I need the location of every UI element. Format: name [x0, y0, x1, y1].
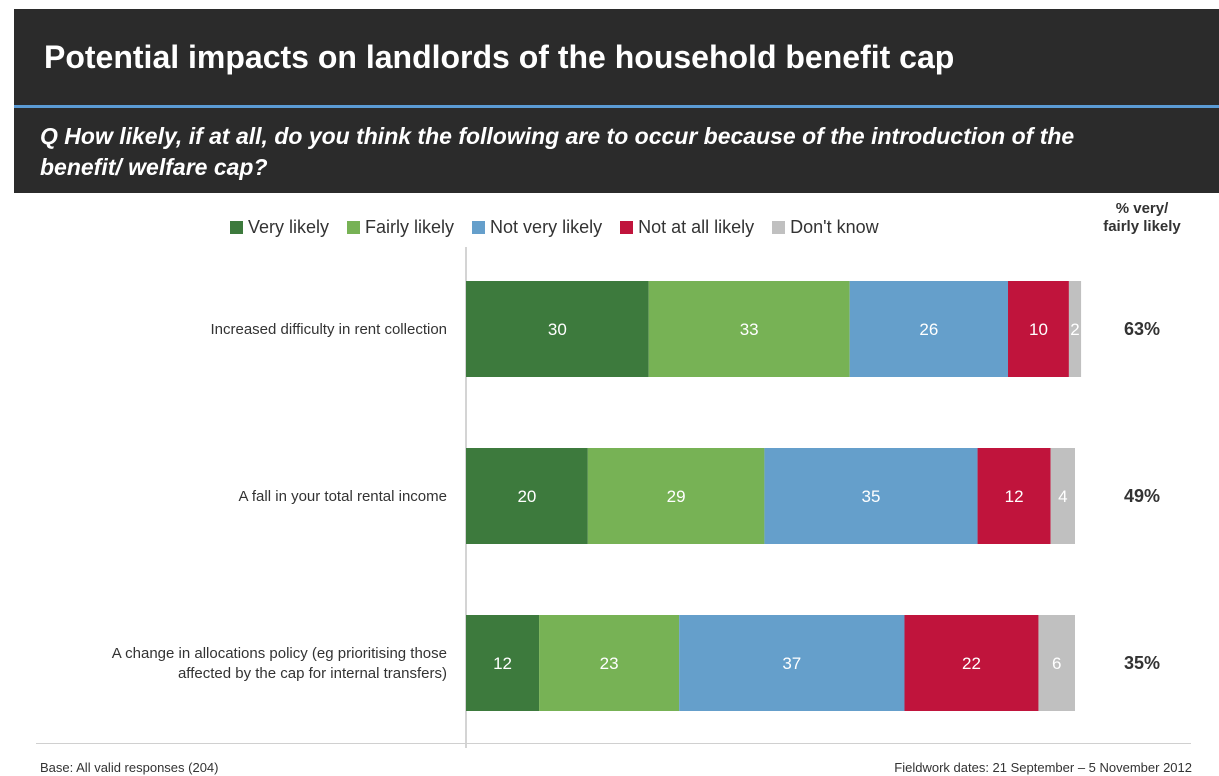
legend-item: Very likely: [230, 217, 329, 238]
chart-legend: Very likely Fairly likely Not very likely N…: [230, 216, 897, 238]
pct-header-line2: fairly likely: [1103, 218, 1181, 235]
data-label: 4: [1058, 487, 1067, 506]
bar-segment: [1038, 615, 1075, 711]
header-banner: Potential impacts on landlords of the ho…: [14, 9, 1219, 193]
data-label: 22: [962, 654, 981, 673]
legend-swatch: [772, 220, 786, 234]
bar-segment: [1008, 281, 1069, 377]
pct-header-line1: % very/: [1115, 200, 1169, 217]
legend-label: Don't know: [790, 216, 879, 237]
legend-swatch: [472, 220, 486, 234]
data-label: 20: [517, 487, 536, 506]
legend-item: Not at all likely: [620, 217, 754, 238]
data-label: 10: [1029, 320, 1048, 339]
pct-column-header: % very/ fairly likely: [1090, 200, 1194, 236]
legend-swatch: [347, 220, 361, 234]
page-title: Potential impacts on landlords of the ho…: [44, 39, 955, 75]
data-label: 37: [782, 654, 801, 673]
footer-divider: [36, 743, 1191, 744]
data-label: 26: [919, 320, 938, 339]
legend-label: Not at all likely: [638, 216, 755, 237]
bar-segment: [466, 448, 588, 544]
bar-segment: [679, 615, 905, 711]
category-label: A change in allocations policy (eg prior…: [112, 645, 447, 682]
legend-item: Don't know: [772, 216, 879, 238]
total-label: 35%: [1124, 653, 1160, 673]
bar-segment: [849, 281, 1009, 377]
bar-segment: [539, 615, 680, 711]
legend-label: Very likely: [248, 216, 330, 237]
legend-swatch: [230, 220, 243, 234]
bar-segment: [904, 615, 1039, 711]
data-label: 30: [548, 320, 567, 339]
bar-segment: [587, 448, 765, 544]
legend-swatch: [620, 220, 634, 234]
data-label: 29: [667, 487, 686, 506]
bar-segment: [977, 448, 1051, 544]
bar-segment: [466, 281, 649, 377]
data-label: 23: [600, 654, 619, 673]
bar-segment: [1050, 448, 1075, 544]
bar-segment: [648, 281, 850, 377]
header-divider: [14, 105, 1219, 108]
total-label: 49%: [1124, 486, 1160, 506]
legend-item: Fairly likely: [347, 217, 454, 238]
data-label: 33: [740, 320, 759, 339]
survey-question: Q How likely, if at all, do you think th…: [40, 123, 1075, 180]
data-label: 35: [862, 487, 881, 506]
total-label: 63%: [1124, 319, 1160, 339]
legend-item: Not very likely: [472, 217, 602, 238]
category-label: A fall in your total rental income: [239, 488, 447, 505]
fieldwork-note: Fieldwork dates: 21 September – 5 Novemb…: [894, 760, 1192, 775]
data-label: 2: [1070, 320, 1079, 339]
category-label: Increased difficulty in rent collection: [210, 321, 447, 338]
data-label: 12: [1005, 487, 1024, 506]
data-label: 6: [1052, 654, 1061, 673]
bar-segment: [1068, 281, 1082, 377]
base-note: Base: All valid responses (204): [40, 760, 219, 775]
bar-segment: [764, 448, 978, 544]
bar-segment: [466, 615, 540, 711]
data-label: 12: [493, 654, 512, 673]
legend-label: Not very likely: [490, 216, 603, 237]
legend-label: Fairly likely: [365, 216, 455, 237]
